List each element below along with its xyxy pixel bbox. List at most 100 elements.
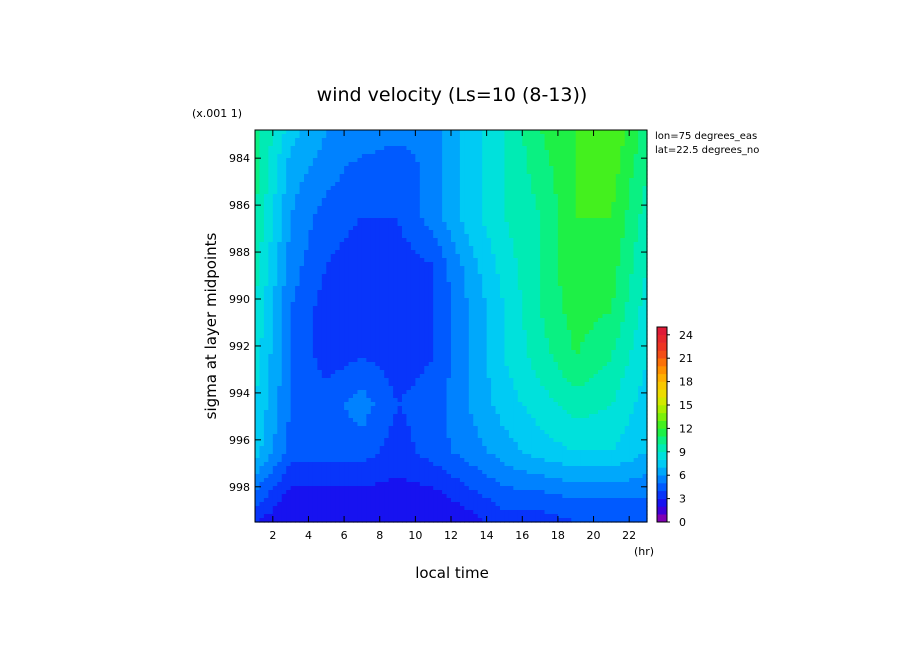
heatmap-cell	[526, 210, 532, 215]
heatmap-cell	[629, 282, 635, 287]
heatmap-cell	[513, 134, 519, 139]
heatmap-cell	[370, 274, 376, 279]
heatmap-cell	[459, 250, 465, 255]
heatmap-cell	[393, 262, 399, 267]
heatmap-cell	[544, 278, 550, 283]
heatmap-cell	[566, 134, 572, 139]
heatmap-cell	[633, 322, 639, 327]
heatmap-cell	[308, 294, 314, 299]
heatmap-cell	[321, 330, 327, 335]
heatmap-cell	[339, 262, 345, 267]
heatmap-cell	[446, 190, 452, 195]
heatmap-cell	[339, 226, 345, 231]
heatmap-cell	[357, 226, 363, 231]
heatmap-cell	[544, 338, 550, 343]
heatmap-cell	[353, 298, 359, 303]
heatmap-cell	[624, 290, 630, 295]
heatmap-cell	[606, 238, 612, 243]
heatmap-cell	[491, 254, 497, 259]
heatmap-cell	[455, 278, 461, 283]
heatmap-cell	[486, 178, 492, 183]
heatmap-cell	[384, 238, 390, 243]
heatmap-cell	[459, 162, 465, 167]
heatmap-cell	[553, 234, 559, 239]
heatmap-cell	[584, 278, 590, 283]
heatmap-cell	[348, 302, 354, 307]
heatmap-cell	[388, 322, 394, 327]
heatmap-cell	[491, 266, 497, 271]
heatmap-cell	[517, 346, 523, 351]
heatmap-cell	[433, 142, 439, 147]
heatmap-cell	[602, 134, 608, 139]
heatmap-cell	[263, 210, 269, 215]
heatmap-cell	[544, 210, 550, 215]
heatmap-cell	[259, 174, 265, 179]
heatmap-cell	[415, 322, 421, 327]
heatmap-cell	[393, 170, 399, 175]
heatmap-cell	[406, 150, 412, 155]
heatmap-cell	[482, 162, 488, 167]
heatmap-cell	[379, 354, 385, 359]
heatmap-cell	[410, 282, 416, 287]
heatmap-cell	[544, 326, 550, 331]
heatmap-cell	[446, 246, 452, 251]
heatmap-cell	[268, 222, 274, 227]
heatmap-cell	[553, 250, 559, 255]
heatmap-cell	[388, 238, 394, 243]
heatmap-cell	[464, 166, 470, 171]
heatmap-cell	[531, 270, 537, 275]
heatmap-cell	[535, 322, 541, 327]
heatmap-cell	[629, 278, 635, 283]
heatmap-cell	[393, 194, 399, 199]
heatmap-cell	[361, 238, 367, 243]
heatmap-cell	[638, 194, 644, 199]
heatmap-cell	[575, 346, 581, 351]
heatmap-cell	[513, 346, 519, 351]
heatmap-cell	[353, 166, 359, 171]
heatmap-cell	[500, 250, 506, 255]
heatmap-cell	[406, 354, 412, 359]
heatmap-cell	[424, 350, 430, 355]
heatmap-cell	[553, 298, 559, 303]
heatmap-cell	[566, 166, 572, 171]
heatmap-cell	[263, 222, 269, 227]
heatmap-cell	[575, 202, 581, 207]
heatmap-cell	[602, 314, 608, 319]
heatmap-cell	[344, 270, 350, 275]
heatmap-cell	[312, 178, 318, 183]
heatmap-cell	[375, 342, 381, 347]
heatmap-cell	[361, 298, 367, 303]
heatmap-cell	[491, 210, 497, 215]
heatmap-cell	[357, 338, 363, 343]
heatmap-cell	[428, 302, 434, 307]
heatmap-cell	[642, 282, 648, 287]
heatmap-cell	[580, 174, 586, 179]
heatmap-cell	[508, 338, 514, 343]
heatmap-cell	[442, 198, 448, 203]
heatmap-cell	[402, 290, 408, 295]
heatmap-cell	[339, 326, 345, 331]
heatmap-cell	[259, 162, 265, 167]
heatmap-cell	[255, 210, 261, 215]
heatmap-cell	[526, 178, 532, 183]
heatmap-cell	[442, 170, 448, 175]
heatmap-cell	[571, 246, 577, 251]
heatmap-cell	[295, 230, 301, 235]
heatmap-cell	[268, 310, 274, 315]
heatmap-cell	[486, 138, 492, 143]
heatmap-cell	[321, 298, 327, 303]
heatmap-cell	[442, 242, 448, 247]
heatmap-cell	[379, 338, 385, 343]
heatmap-cell	[500, 162, 506, 167]
heatmap-cell	[638, 258, 644, 263]
heatmap-cell	[602, 230, 608, 235]
heatmap-cell	[557, 146, 563, 151]
heatmap-cell	[263, 262, 269, 267]
heatmap-cell	[263, 290, 269, 295]
heatmap-cell	[330, 194, 336, 199]
heatmap-cell	[633, 250, 639, 255]
heatmap-cell	[580, 266, 586, 271]
heatmap-cell	[553, 210, 559, 215]
heatmap-cell	[406, 342, 412, 347]
heatmap-cell	[348, 222, 354, 227]
